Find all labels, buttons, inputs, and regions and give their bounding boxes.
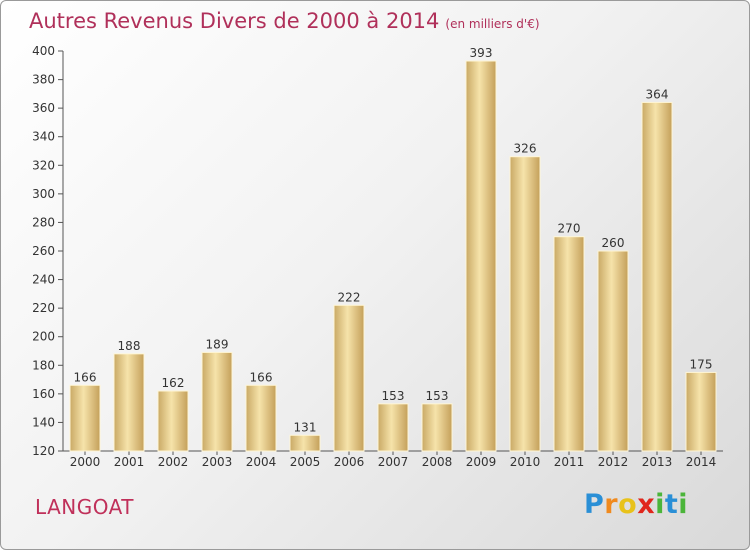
x-tick-label-2003: 2003 [202, 455, 233, 469]
bar-2013 [641, 101, 673, 452]
y-tick-label: 280 [32, 215, 55, 229]
data-label-2012: 260 [602, 236, 625, 250]
logo-letter: P [584, 489, 605, 520]
data-label-2005: 131 [294, 420, 317, 434]
y-tick-label: 200 [32, 330, 55, 344]
bar-2004 [245, 384, 277, 452]
y-tick-label: 140 [32, 415, 55, 429]
bar-2006 [333, 304, 365, 452]
logo-letter: x [637, 489, 656, 520]
x-tick-label-2007: 2007 [378, 455, 409, 469]
chart-axes: 120 140 160 180 200 220 240 260 280 300 320 340 360 3… [32, 44, 723, 458]
bar-2007 [377, 403, 409, 452]
x-tick-label-2000: 2000 [70, 455, 101, 469]
logo-letter: o [618, 489, 638, 520]
data-label-2002: 162 [162, 376, 185, 390]
y-tick-label: 120 [32, 444, 55, 458]
data-label-2007: 153 [382, 389, 405, 403]
data-label-2001: 188 [118, 339, 141, 353]
x-tick-label-2001: 2001 [114, 455, 145, 469]
data-label-2010: 326 [514, 142, 537, 156]
x-tick-label-2009: 2009 [466, 455, 497, 469]
y-tick-label: 400 [32, 44, 55, 58]
logo-letter: i [678, 489, 689, 520]
y-tick-label: 300 [32, 187, 55, 201]
y-tick-label: 260 [32, 244, 55, 258]
y-tick-label: 220 [32, 301, 55, 315]
logo-letter: t [664, 489, 679, 520]
data-label-2013: 364 [646, 87, 669, 101]
bar-2003 [201, 351, 233, 452]
bar-2010 [509, 156, 541, 452]
y-tick-label: 380 [32, 73, 55, 87]
x-tick-label-2011: 2011 [554, 455, 585, 469]
chart-title-text: Autres Revenus Divers de 2000 à 2014 [29, 9, 440, 33]
y-tick-label: 320 [32, 158, 55, 172]
x-tick-label-2006: 2006 [334, 455, 365, 469]
x-tick-label-2004: 2004 [246, 455, 277, 469]
y-tick-label: 340 [32, 130, 55, 144]
data-label-2008: 153 [426, 389, 449, 403]
logo-letter: i [655, 489, 665, 520]
x-tick-label-2013: 2013 [642, 455, 673, 469]
chart-unit: (en milliers d'€) [445, 17, 540, 31]
x-tick-label-2002: 2002 [158, 455, 189, 469]
bar-2001 [113, 353, 145, 452]
bar-2014 [685, 371, 717, 452]
bar-2002 [157, 390, 189, 452]
y-tick-label: 180 [32, 358, 55, 372]
x-tick-label-2012: 2012 [598, 455, 629, 469]
logo-letter: r [604, 489, 619, 520]
data-label-2000: 166 [74, 370, 97, 384]
proxiti-logo: Proxiti [584, 489, 688, 520]
data-label-2011: 270 [558, 222, 581, 236]
y-tick-label: 240 [32, 273, 55, 287]
x-tick-label-2010: 2010 [510, 455, 541, 469]
x-tick-label-2008: 2008 [422, 455, 453, 469]
x-tick-label-2005: 2005 [290, 455, 321, 469]
chart-labels: 2000 166 2001 188 2002 162 2003 189 2004 166 2005 1… [70, 46, 717, 469]
data-label-2006: 222 [338, 290, 361, 304]
chart-bars [69, 60, 717, 452]
chart-title: Autres Revenus Divers de 2000 à 2014 (en … [29, 9, 540, 33]
bar-2005 [289, 434, 321, 452]
data-label-2014: 175 [690, 357, 713, 371]
bar-2000 [69, 384, 101, 452]
data-label-2004: 166 [250, 370, 273, 384]
data-label-2009: 393 [470, 46, 493, 60]
y-tick-label: 160 [32, 387, 55, 401]
commune-name: LANGOAT [35, 495, 134, 519]
data-label-2003: 189 [206, 337, 229, 351]
y-tick-label: 360 [32, 101, 55, 115]
bar-2012 [597, 250, 629, 452]
bar-2008 [421, 403, 453, 452]
bar-2011 [553, 236, 585, 452]
bar-2009 [465, 60, 497, 452]
x-tick-label-2014: 2014 [686, 455, 717, 469]
